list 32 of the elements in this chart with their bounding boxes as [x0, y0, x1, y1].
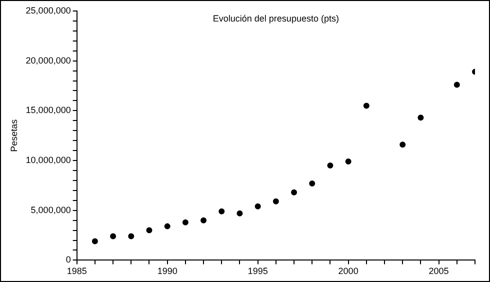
x-tick-label: 2000 [338, 266, 358, 276]
x-tick-label: 1985 [66, 266, 87, 276]
x-tick-label: 2005 [428, 266, 449, 276]
point [110, 233, 116, 240]
point [128, 233, 134, 240]
y-tick-label: 20,000,000 [26, 55, 71, 66]
point [182, 219, 188, 226]
y-tick-label: 25,000,000 [26, 5, 71, 16]
point [327, 162, 334, 169]
point [272, 198, 279, 204]
point [418, 114, 424, 121]
point [291, 189, 298, 196]
point [363, 102, 370, 109]
chart-title: Evolución del presupuesto (pts) [212, 13, 339, 24]
point [218, 208, 225, 214]
point [164, 223, 170, 230]
point [236, 210, 243, 216]
point [146, 227, 152, 234]
y-tick-label: 10,000,000 [26, 155, 71, 166]
point [400, 142, 406, 148]
point [200, 217, 207, 224]
y-axis-title: Pesetas [8, 118, 19, 152]
y-tick-label: 15,000,000 [26, 105, 71, 116]
y-tick-label: 5,000,000 [30, 204, 71, 215]
point [309, 180, 316, 186]
point [254, 203, 261, 210]
y-tick-label: 0 [66, 254, 71, 265]
point [454, 82, 460, 88]
x-tick-label: 1990 [157, 266, 178, 276]
point [92, 238, 98, 244]
x-tick-label: 1995 [248, 266, 268, 276]
point [345, 158, 352, 165]
